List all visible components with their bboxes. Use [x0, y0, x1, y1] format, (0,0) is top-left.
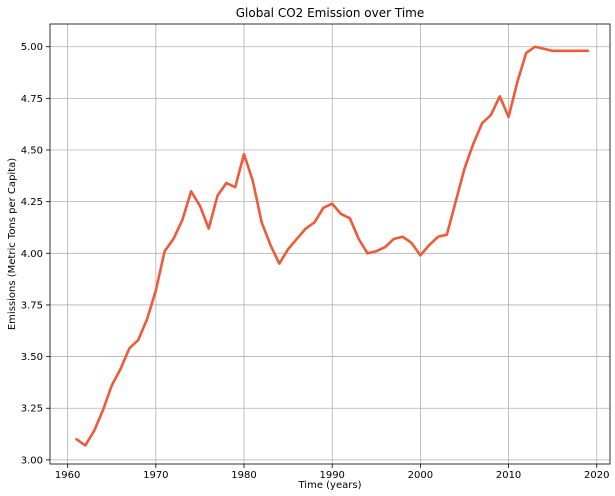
grid-lines	[50, 24, 610, 464]
x-tick-label: 1970	[143, 470, 168, 481]
axes	[46, 23, 611, 468]
tick-labels: 1960 1970 1980 1990 2000 2010 2020 3.00 3.25 3.50…	[21, 42, 610, 481]
plot-frame	[49, 23, 611, 465]
chart-title: Global CO2 Emission over Time	[236, 6, 425, 20]
x-tick-label: 1960	[55, 470, 80, 481]
y-tick-label: 4.00	[21, 249, 43, 260]
x-tick-label: 1990	[319, 470, 344, 481]
y-axis-title: Emissions (Metric Tons per Capita)	[7, 158, 18, 330]
y-tick-label: 4.25	[21, 197, 43, 208]
x-tick-label: 1980	[231, 470, 256, 481]
x-tick-label: 2010	[496, 470, 521, 481]
x-tick-label: 2020	[584, 470, 609, 481]
y-tick-label: 4.75	[21, 94, 43, 105]
y-tick-label: 3.50	[21, 352, 43, 363]
y-tick-label: 3.75	[21, 300, 43, 311]
x-tick-label: 2000	[408, 470, 433, 481]
y-tick-label: 5.00	[21, 42, 43, 53]
series-group	[75, 45, 590, 447]
y-tick-label: 3.25	[21, 404, 43, 415]
emission-series-line	[75, 45, 590, 447]
y-tick-label: 3.00	[21, 455, 43, 466]
x-axis-title: Time (years)	[298, 480, 362, 491]
y-tick-label: 4.50	[21, 146, 43, 157]
